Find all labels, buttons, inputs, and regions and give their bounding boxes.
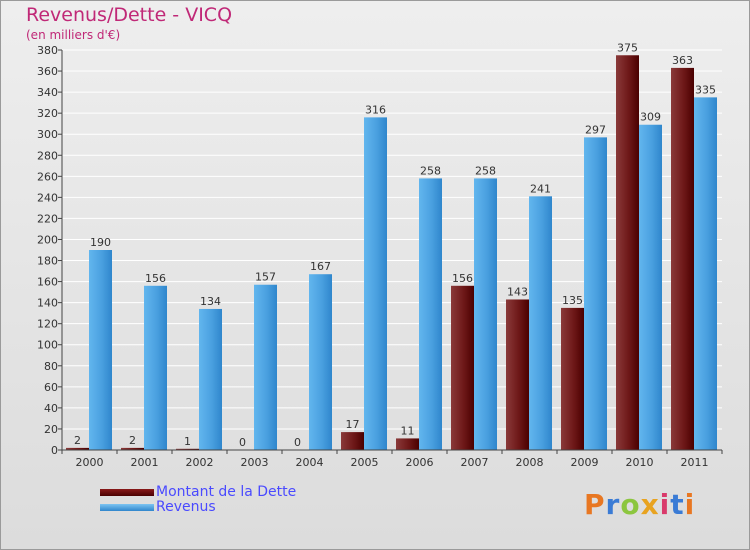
y-tick-label: 100 (37, 339, 58, 352)
bar-dette (506, 299, 529, 450)
bars (66, 55, 717, 451)
x-tick-label: 2011 (681, 456, 709, 469)
legend-label-debt: Montant de la Dette (156, 484, 297, 500)
bar-dette (671, 67, 694, 450)
y-tick-label: 180 (37, 255, 58, 268)
data-label: 157 (255, 271, 276, 284)
y-tick-label: 140 (37, 297, 58, 310)
x-tick-label: 2008 (516, 456, 544, 469)
data-label: 156 (145, 272, 166, 285)
bar-revenus (144, 285, 167, 450)
data-label: 134 (200, 295, 221, 308)
bar-revenus (529, 196, 552, 450)
legend-swatch-debt (100, 489, 154, 496)
proxiti-logo: Proxiti (584, 488, 695, 521)
bar-dette (66, 447, 89, 450)
legend-swatch-revenus (100, 504, 154, 511)
y-tick-label: 80 (44, 360, 58, 373)
bar-dette (616, 55, 639, 451)
data-label: 0 (294, 436, 301, 449)
bar-dette (176, 448, 199, 450)
x-tick-label: 2009 (571, 456, 599, 469)
bar-dette (121, 447, 144, 450)
data-labels: 2 190 2 156 1 134 0 157 0 167 17 316 11 258 156 258 143 2… (74, 41, 716, 449)
y-tick-label: 360 (37, 65, 58, 78)
y-tick-label: 280 (37, 149, 58, 162)
y-tick-label: 60 (44, 381, 58, 394)
data-label: 2 (74, 434, 81, 447)
data-label: 316 (365, 103, 386, 116)
y-tick-label: 260 (37, 170, 58, 183)
x-tick-label: 2006 (406, 456, 434, 469)
data-label: 11 (401, 424, 415, 437)
grid-lines (62, 49, 722, 451)
y-tick-label: 300 (37, 128, 58, 141)
data-label: 190 (90, 236, 111, 249)
data-label: 2 (129, 434, 136, 447)
bar-revenus (89, 250, 112, 450)
y-tick-label: 40 (44, 402, 58, 415)
data-label: 0 (239, 436, 246, 449)
x-tick-label: 2003 (241, 456, 269, 469)
bar-dette (341, 432, 364, 450)
data-label: 135 (562, 294, 583, 307)
bar-revenus (419, 178, 442, 450)
data-label: 309 (640, 111, 661, 124)
bar-dette (451, 285, 474, 450)
x-tick-label: 2004 (296, 456, 324, 469)
data-label: 1 (184, 435, 191, 448)
bar-revenus (584, 137, 607, 451)
x-tick-label: 2001 (131, 456, 159, 469)
y-tick-label: 200 (37, 233, 58, 246)
data-label: 258 (420, 164, 441, 177)
chart-subtitle: (en milliers d'€) (26, 28, 121, 42)
data-label: 17 (346, 418, 360, 431)
data-label: 335 (695, 83, 716, 96)
bar-revenus (254, 284, 277, 450)
logo-letter: r (605, 488, 621, 521)
bar-revenus (199, 308, 222, 450)
logo-letter: t (670, 488, 685, 521)
logo-letter: i (684, 488, 696, 521)
y-tick-label: 240 (37, 191, 58, 204)
bar-revenus (364, 117, 387, 451)
data-label: 167 (310, 260, 331, 273)
chart-title: Revenus/Dette - VICQ (26, 4, 233, 26)
y-tick-label: 0 (51, 444, 58, 457)
x-tick-label: 2000 (76, 456, 104, 469)
y-tick-label: 220 (37, 212, 58, 225)
y-tick-label: 380 (37, 44, 58, 57)
logo-letter: x (640, 488, 660, 521)
y-tick-label: 340 (37, 86, 58, 99)
legend-label-revenus: Revenus (156, 499, 216, 515)
logo-letter: o (620, 488, 641, 521)
data-label: 297 (585, 123, 606, 136)
x-tick-label: 2005 (351, 456, 379, 469)
bar-dette (396, 438, 419, 450)
bar-revenus (309, 274, 332, 450)
bar-revenus (639, 124, 662, 450)
y-tick-label: 20 (44, 423, 58, 436)
x-tick-label: 2010 (626, 456, 654, 469)
bar-revenus (474, 178, 497, 450)
bar-revenus (694, 97, 717, 451)
data-label: 258 (475, 164, 496, 177)
logo-letter: P (584, 488, 606, 521)
data-label: 156 (452, 272, 473, 285)
y-tick-label: 160 (37, 276, 58, 289)
data-label: 375 (617, 41, 638, 54)
y-tick-label: 320 (37, 107, 58, 120)
x-tick-label: 2007 (461, 456, 489, 469)
bar-dette (561, 307, 584, 450)
y-tick-label: 120 (37, 318, 58, 331)
x-axis-ticks: 2000 2001 2002 2003 2004 2005 2006 2007 2008 2009… (61, 450, 723, 469)
x-tick-label: 2002 (186, 456, 214, 469)
data-label: 143 (507, 285, 528, 298)
y-axis-ticks: 0 20 40 60 80 100 120 140 160 180 200 220 240 260 280 3… (37, 44, 62, 457)
data-label: 363 (672, 54, 693, 67)
data-label: 241 (530, 182, 551, 195)
logo-letter: i (659, 488, 671, 521)
